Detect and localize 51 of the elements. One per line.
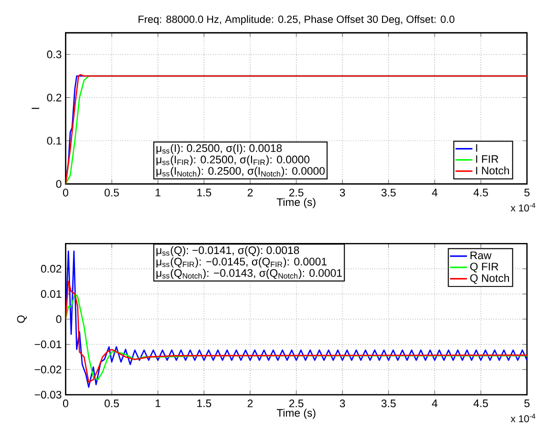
annotation: μ$_{ss}$(I$_{Notch}$): 0.2500, σ(I$_{Notch}$): 0.0000 [156, 167, 325, 178]
y-tick-label: 0 [56, 180, 62, 188]
y-tick-label: 0.1 [47, 137, 62, 145]
annotation: μ$_{ss}$(Q): −0.0141, σ(Q): 0.0018 [156, 246, 300, 256]
x-tick-label: 0 [63, 189, 68, 197]
y-tick-label: 0.02 [41, 265, 62, 273]
y-tick-label: 0.01 [41, 290, 62, 298]
x-tick-label: 4.5 [474, 189, 488, 197]
x-tick-label: 4 [432, 189, 438, 197]
x-tick-label: 4.5 [474, 400, 488, 408]
x-tick-label: 1.5 [197, 400, 212, 408]
legend-label: I [476, 144, 478, 152]
legend-label: I Notch [476, 166, 509, 175]
x-tick-label: 4 [432, 400, 438, 408]
x-axis-title: Time (s) [276, 409, 316, 420]
x-tick-label: 0.5 [104, 400, 119, 408]
y-tick-label: −0.03 [34, 391, 62, 399]
annotation: μ$_{ss}$(Q$_{FIR}$): −0.0145, σ(Q$_{FIR}$): 0.0001 [156, 258, 327, 268]
x-tick-label: 1 [156, 400, 160, 408]
y-tick-label: 0.3 [47, 50, 62, 59]
annotation: μ$_{ss}$(I$_{FIR}$): 0.2500, σ(I$_{FIR}$): 0.0000 [156, 156, 310, 166]
x-tick-label: 1 [156, 189, 160, 197]
x-tick-label: 5 [524, 400, 530, 408]
x-tick-label: 0 [63, 400, 68, 408]
x-tick-label: 1.5 [197, 189, 212, 197]
x-tick-label: 2 [248, 400, 253, 408]
y-tick-label: −0.02 [34, 366, 62, 374]
y-tick-label: −0.01 [34, 340, 62, 348]
legend-label: Q FIR [470, 262, 498, 273]
text: x 10$^{-4}$ [510, 203, 536, 212]
y-tick-label: 0 [56, 316, 62, 324]
chart-title: Freq: 88000.0 Hz, Amplitude: 0.25, Phase Offset 30 Deg, Offset: 0.0 [138, 16, 454, 26]
legend-label: Q Notch [470, 274, 509, 284]
x-tick-label: 2 [248, 189, 253, 197]
annotation: μ$_{ss}$(I): 0.2500, σ(I): 0.0018 [156, 144, 282, 154]
x-tick-label: 3 [340, 189, 345, 197]
x-tick-label: 0.5 [104, 189, 119, 197]
x-tick-label: 2.5 [289, 400, 304, 408]
x-tick-label: 3.5 [381, 189, 396, 197]
x-tick-label: 2.5 [289, 189, 304, 197]
x-axis-title: Time (s) [276, 198, 316, 208]
legend-label: Raw [470, 252, 492, 260]
text: x 10$^{-4}$ [510, 414, 536, 423]
x-tick-label: 5 [524, 189, 530, 197]
legend-label: I FIR [476, 156, 498, 164]
x-tick-label: 3.5 [381, 400, 396, 408]
y-tick-label: 0.2 [47, 94, 62, 102]
y-axis-title: Q [17, 316, 27, 324]
y-axis-title: I [32, 108, 40, 110]
annotation: μ$_{ss}$(Q$_{Notch}$): −0.0143, σ(Q$_{Notch}$): 0.0001 [156, 269, 342, 280]
x-tick-label: 3 [340, 400, 345, 408]
